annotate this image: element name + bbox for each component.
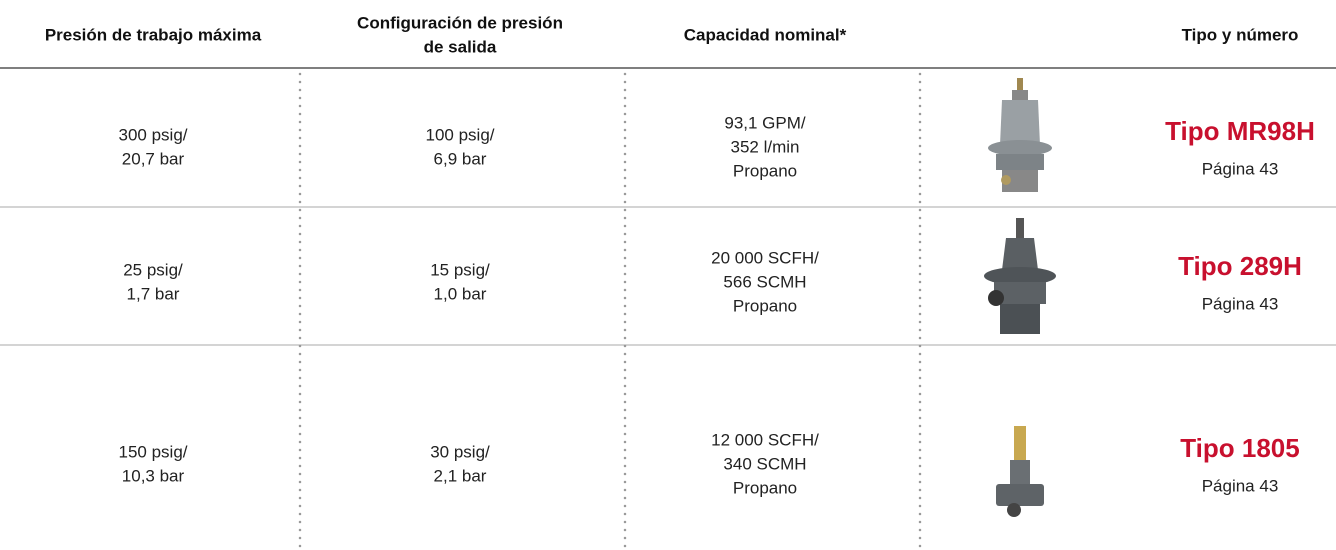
table-cell: 6,9 bar xyxy=(434,149,487,168)
table-cell: 20,7 bar xyxy=(122,149,185,168)
table-cell: 93,1 GPM/ xyxy=(724,113,806,132)
page-ref: Página 43 xyxy=(1202,159,1279,178)
product-type: Tipo 1805 xyxy=(1180,433,1299,463)
table-cell: 566 SCMH xyxy=(723,272,806,291)
header-cell: Capacidad nominal* xyxy=(684,25,847,44)
table-cell: 30 psig/ xyxy=(430,442,490,461)
page-ref: Página 43 xyxy=(1202,476,1279,495)
table-cell: 1,0 bar xyxy=(434,284,487,303)
table-cell: 1,7 bar xyxy=(127,284,180,303)
table-cell: 15 psig/ xyxy=(430,260,490,279)
table-cell: 150 psig/ xyxy=(119,442,188,461)
product-image xyxy=(984,218,1056,334)
page-ref: Página 43 xyxy=(1202,294,1279,313)
table-cell: Propano xyxy=(733,161,797,180)
header-cell: Presión de trabajo máxima xyxy=(45,25,262,44)
table-cell: Propano xyxy=(733,478,797,497)
table-cell: 25 psig/ xyxy=(123,260,183,279)
table-cell: 340 SCMH xyxy=(723,454,806,473)
table-cell: 2,1 bar xyxy=(434,466,487,485)
column-dividers xyxy=(298,72,922,550)
table-cell: 352 l/min xyxy=(731,137,800,156)
header-cell: Tipo y número xyxy=(1182,25,1299,44)
table-cell: 100 psig/ xyxy=(426,125,495,144)
table-cell: 20 000 SCFH/ xyxy=(711,248,819,267)
table-cell: 10,3 bar xyxy=(122,466,185,485)
header-cell: Configuración de presión xyxy=(357,13,563,32)
product-type: Tipo MR98H xyxy=(1165,116,1315,146)
product-image xyxy=(996,426,1044,517)
header-cell: de salida xyxy=(424,37,497,56)
table-cell: 12 000 SCFH/ xyxy=(711,430,819,449)
product-type: Tipo 289H xyxy=(1178,251,1302,281)
table-cell: Propano xyxy=(733,296,797,315)
table-cell: 300 psig/ xyxy=(119,125,188,144)
product-image xyxy=(988,78,1052,192)
